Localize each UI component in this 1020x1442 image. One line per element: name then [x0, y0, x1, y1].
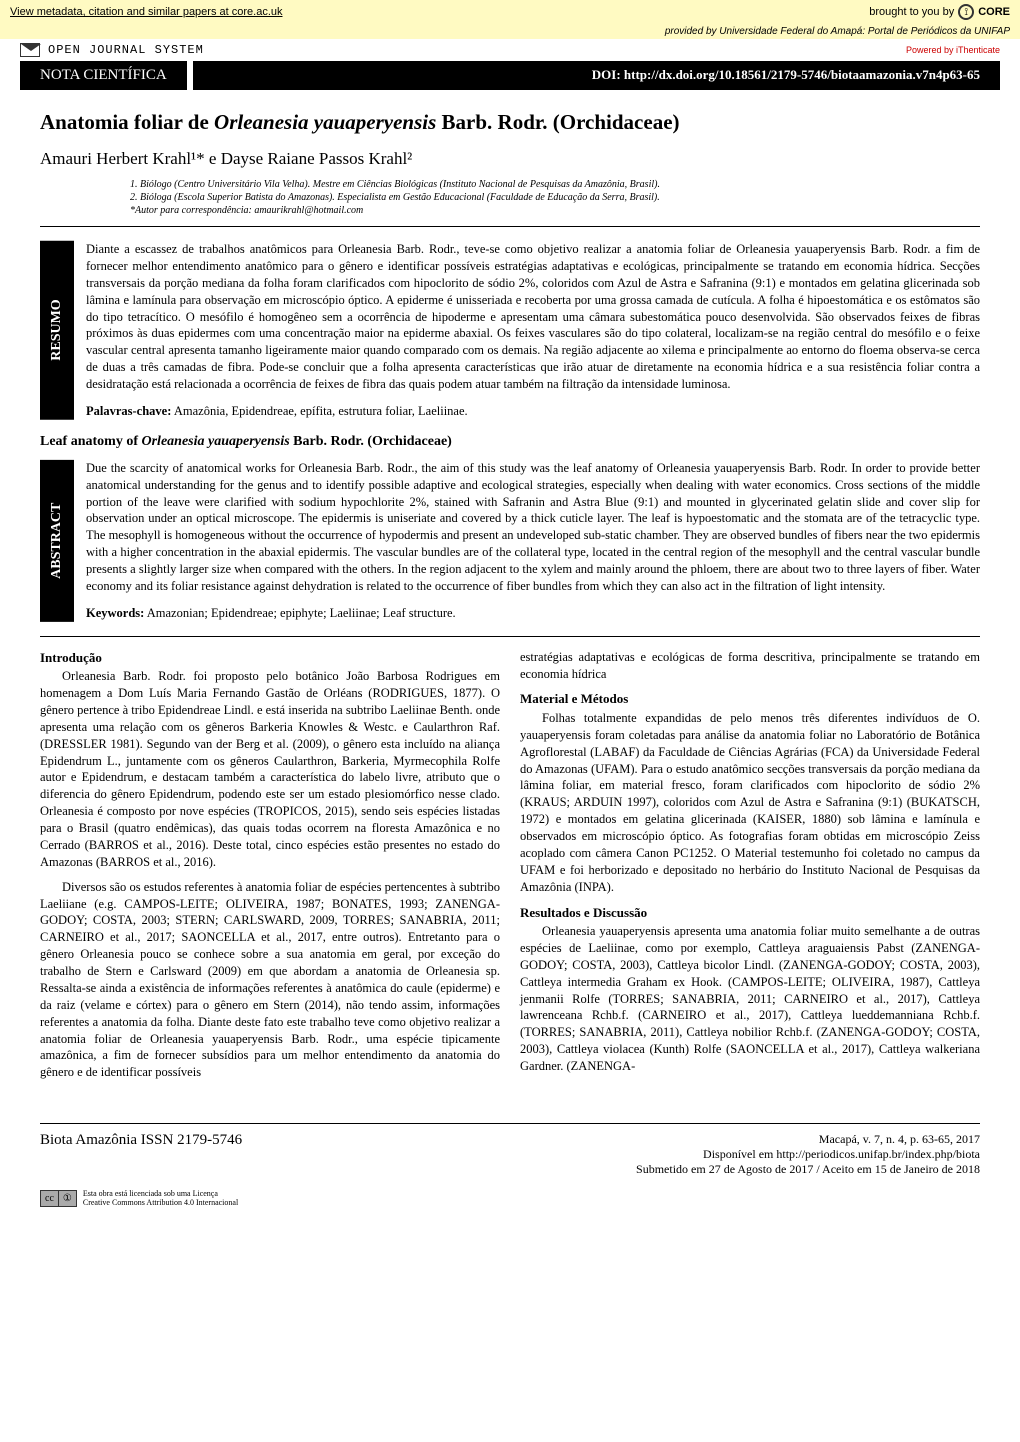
body-columns: Introdução Orleanesia Barb. Rodr. foi pr… [40, 649, 980, 1090]
cc-line1: Esta obra está licenciada sob uma Licenç… [83, 1189, 238, 1198]
abstract-body: Due the scarcity of anatomical works for… [86, 461, 980, 593]
ithenticate-text: Powered by iThenticate [906, 45, 1000, 55]
resumo-text: Diante a escassez de trabalhos anatômico… [86, 241, 980, 420]
envelope-icon [20, 43, 40, 57]
col2-continuation: estratégias adaptativas e ecológicas de … [520, 649, 980, 683]
authors: Amauri Herbert Krahl¹* e Dayse Raiane Pa… [40, 149, 980, 169]
en-title-pre: Leaf anatomy of [40, 434, 142, 449]
material-p: Folhas totalmente expandidas de pelo men… [520, 710, 980, 896]
cc-icon: cc [41, 1191, 58, 1206]
affil-corresp: *Autor para correspondência: amaurikrahl… [40, 205, 980, 216]
abstract-label: ABSTRACT [40, 460, 74, 622]
affiliations: 1. Biólogo (Centro Universitário Vila Ve… [40, 179, 980, 227]
core-logo-text: CORE [978, 6, 1010, 18]
title-pre: Anatomia foliar de [40, 110, 214, 134]
en-title-species: Orleanesia yauaperyensis [142, 434, 290, 449]
affil-2: 2. Bióloga (Escola Superior Batista do A… [40, 192, 980, 203]
keywords: Keywords: Amazonian; Epidendreae; epiphy… [86, 605, 980, 622]
ojs-text: OPEN JOURNAL SYSTEM [48, 43, 204, 57]
brought-text: brought to you by [869, 6, 954, 18]
by-icon: ① [58, 1191, 76, 1206]
intro-p1: Orleanesia Barb. Rodr. foi proposto pelo… [40, 668, 500, 871]
header-black-bar: NOTA CIENTÍFICA DOI: http://dx.doi.org/1… [20, 61, 1000, 90]
resumo-block: RESUMO Diante a escassez de trabalhos an… [40, 241, 980, 420]
title-species: Orleanesia yauaperyensis [214, 110, 436, 134]
abstract-block: ABSTRACT Due the scarcity of anatomical … [40, 460, 980, 622]
kw-en: Amazonian; Epidendreae; epiphyte; Laelii… [144, 606, 455, 620]
kw-pt: Amazônia, Epidendreae, epífita, estrutur… [171, 404, 467, 418]
resumo-body: Diante a escassez de trabalhos anatômico… [86, 242, 980, 391]
cc-badge: cc① [40, 1190, 77, 1207]
resumo-label: RESUMO [40, 241, 74, 420]
column-right: estratégias adaptativas e ecológicas de … [520, 649, 980, 1090]
kw-label-en: Keywords: [86, 606, 144, 620]
divider [40, 636, 980, 637]
provided-by-bar: provided by Universidade Federal do Amap… [0, 24, 1020, 39]
cc-row: cc① Esta obra está licenciada sob uma Li… [40, 1189, 980, 1207]
doi-text: DOI: http://dx.doi.org/10.18561/2179-574… [193, 61, 1000, 90]
footer: Biota Amazônia ISSN 2179-5746 Macapá, v.… [40, 1123, 980, 1185]
footer-dates: Submetido em 27 de Agosto de 2017 / Acei… [636, 1162, 980, 1177]
kw-label-pt: Palavras-chave: [86, 404, 171, 418]
footer-location: Macapá, v. 7, n. 4, p. 63-65, 2017 [636, 1132, 980, 1147]
core-link[interactable]: View metadata, citation and similar pape… [10, 6, 283, 18]
results-p: Orleanesia yauaperyensis apresenta uma a… [520, 923, 980, 1075]
results-heading: Resultados e Discussão [520, 904, 980, 922]
cc-text: Esta obra está licenciada sob uma Licenç… [83, 1189, 238, 1207]
title-post: Barb. Rodr. (Orchidaceae) [436, 110, 679, 134]
cc-line2: Creative Commons Attribution 4.0 Interna… [83, 1198, 238, 1207]
footer-journal: Biota Amazônia ISSN 2179-5746 [40, 1132, 242, 1177]
english-title: Leaf anatomy of Orleanesia yauaperyensis… [40, 434, 980, 450]
intro-p2: Diversos são os estudos referentes à ana… [40, 879, 500, 1082]
intro-heading: Introdução [40, 649, 500, 667]
core-metadata-bar: View metadata, citation and similar pape… [0, 0, 1020, 24]
footer-url: Disponível em http://periodicos.unifap.b… [636, 1147, 980, 1162]
article-title: Anatomia foliar de Orleanesia yauaperyen… [40, 110, 980, 135]
en-title-post: Barb. Rodr. (Orchidaceae) [290, 434, 452, 449]
nota-cientifica: NOTA CIENTÍFICA [20, 61, 193, 90]
abstract-text: Due the scarcity of anatomical works for… [86, 460, 980, 622]
core-icon: ⟟ [958, 4, 974, 20]
core-logo-block: brought to you by ⟟ CORE [869, 4, 1010, 20]
affil-1: 1. Biólogo (Centro Universitário Vila Ve… [40, 179, 980, 190]
material-heading: Material e Métodos [520, 690, 980, 708]
footer-right: Macapá, v. 7, n. 4, p. 63-65, 2017 Dispo… [636, 1132, 980, 1177]
palavras-chave: Palavras-chave: Amazônia, Epidendreae, e… [86, 403, 980, 420]
column-left: Introdução Orleanesia Barb. Rodr. foi pr… [40, 649, 500, 1090]
ojs-bar: OPEN JOURNAL SYSTEM Powered by iThentica… [0, 39, 1020, 61]
